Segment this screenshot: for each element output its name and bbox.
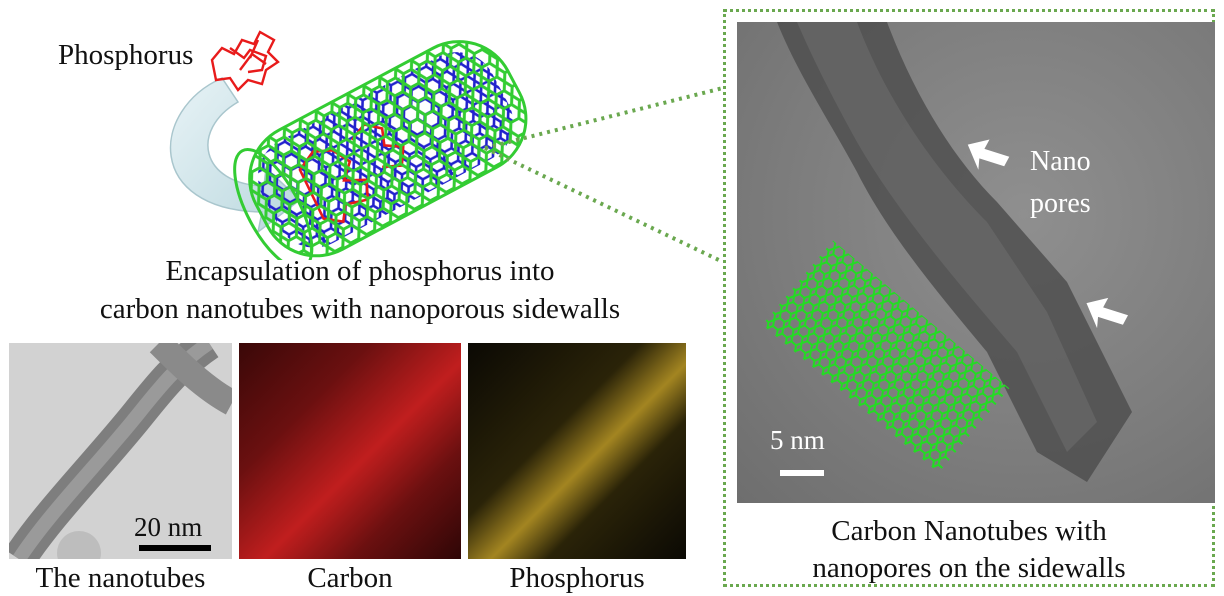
phosphorus-map-panel [468,343,686,559]
hrtem-caption-line2: nanopores on the sidewalls [812,552,1126,584]
nanopores-label-line2: pores [1030,188,1091,219]
porous-nanotube-model [762,240,1010,473]
carbon-nanotube-model [233,40,528,260]
nanopore-arrow-lower [1086,297,1129,329]
phosphorus-cluster [210,30,280,92]
carbon-map-panel [239,343,461,559]
scale-bar-5nm-label: 5 nm [770,425,825,455]
schematic-caption-line1: Encapsulation of phosphorus into [165,255,555,287]
phosphorus-label: Phosphorus [58,39,194,71]
scale-bar-20nm-label: 20 nm [134,512,203,542]
schematic-caption-line2: carbon nanotubes with nanoporous sidewal… [99,293,621,325]
tem-nanotubes-panel: 20 nm [9,343,232,559]
encapsulation-schematic [169,30,528,260]
scale-bar-20nm [139,545,211,551]
nanopore-arrow-upper [967,139,1010,170]
caption-the-nanotubes: The nanotubes [35,562,206,594]
caption-carbon: Carbon [307,562,393,594]
nanotube-micrograph [9,343,232,559]
caption-phosphorus: Phosphorus [509,562,645,594]
hrtem-caption-line1: Carbon Nanotubes with [831,515,1107,547]
hrtem-nanotube-image [762,22,1132,482]
nanopores-label-line1: Nano [1030,146,1091,177]
hrtem-image: Nano pores 5 nm [737,22,1215,503]
scale-bar-5nm [780,470,824,476]
